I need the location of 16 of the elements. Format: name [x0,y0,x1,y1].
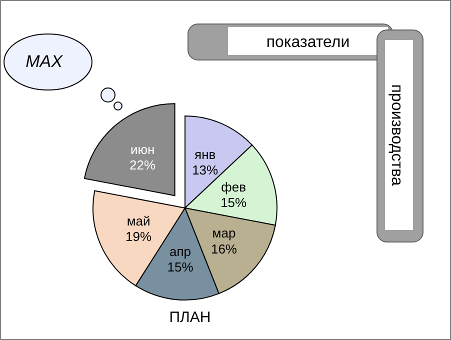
data-label: 13% [192,162,219,178]
data-label: 16% [210,241,238,256]
text: ПЛАН [169,309,211,326]
slice-label: май [126,213,150,228]
text: производства [388,84,405,186]
data-label: 19% [126,229,152,244]
slice-label: апр [169,244,191,259]
slice-label: мар [212,226,236,241]
data-label: 15% [167,259,194,274]
data-label: 15% [220,194,248,210]
slice-label: фев [221,179,246,194]
slice-label: июн [130,142,155,158]
slice-label: янв [194,146,216,162]
data-label: 22% [130,158,156,173]
text: MAX [26,52,64,71]
text: показатели [266,34,350,51]
